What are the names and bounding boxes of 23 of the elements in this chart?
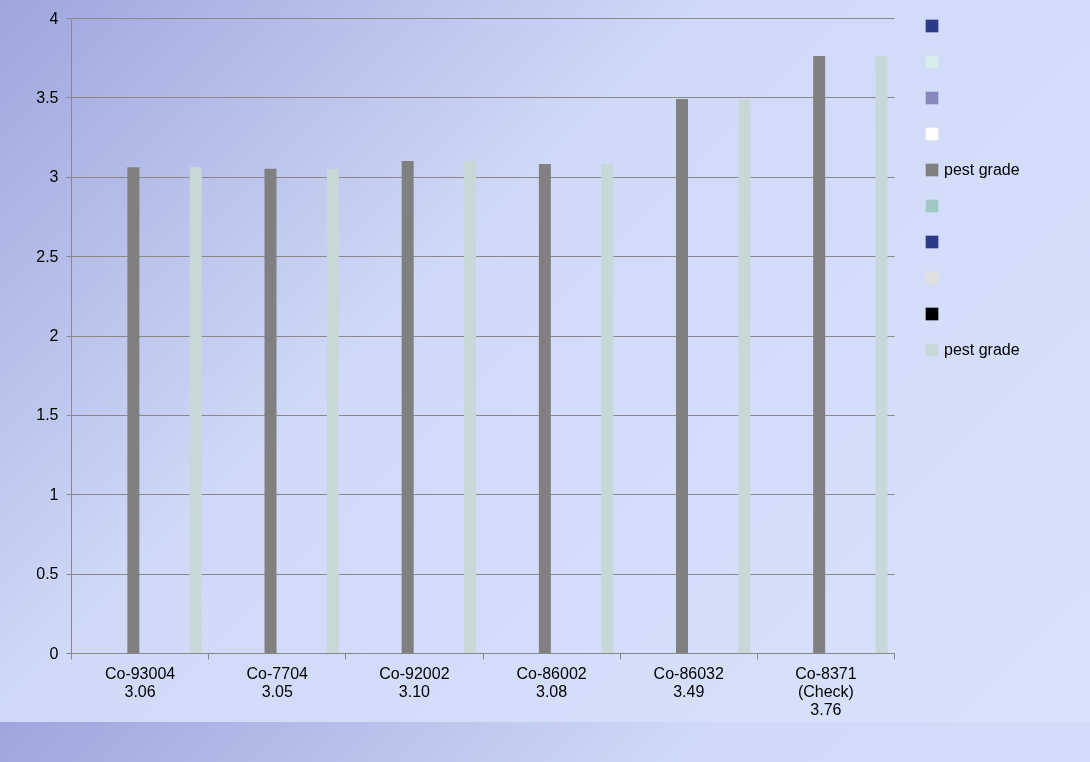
- y-tick-label: 2.5: [36, 247, 59, 265]
- y-tick-label: 0: [49, 644, 59, 662]
- legend-label: pest grade: [944, 341, 1020, 358]
- y-tick-label: 3.5: [36, 88, 59, 106]
- legend-label: pest grade: [944, 161, 1020, 178]
- x-tick-label: Co-7704 3.05: [246, 664, 309, 700]
- x-tick-label: Co-86032 3.49: [653, 664, 724, 700]
- x-tick-label: Co-93004 3.06: [104, 664, 176, 700]
- y-tick-label: 1: [49, 485, 59, 503]
- y-tick-label: 2: [49, 327, 59, 344]
- x-tick-label: Co-86002 3.08: [516, 664, 587, 700]
- y-tick-label: 3: [49, 168, 59, 186]
- bar: [875, 56, 888, 653]
- bar: [601, 164, 614, 653]
- bar: [326, 168, 339, 653]
- y-tick-label: 4: [49, 9, 59, 27]
- bar: [189, 167, 202, 653]
- x-tick-label: Co-92002 3.10: [379, 664, 450, 700]
- bar: [738, 98, 751, 653]
- bar: [464, 160, 477, 653]
- y-tick-label: 0.5: [36, 565, 59, 583]
- y-tick-label: 1.5: [36, 406, 59, 424]
- x-tick-label: Co-8371 (Check) 3.76: [795, 664, 857, 718]
